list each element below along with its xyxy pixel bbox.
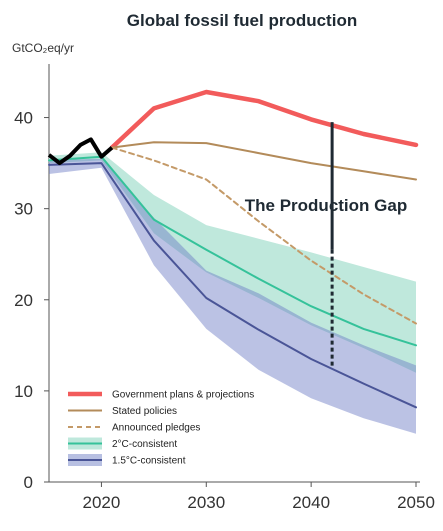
y-tick-label: 10 <box>14 382 33 401</box>
chart-title: Global fossil fuel production <box>127 11 357 30</box>
line-stated-policies <box>110 141 417 181</box>
y-tick-label: 30 <box>14 200 33 219</box>
legend-label: 2°C-consistent <box>112 439 177 450</box>
line-historical <box>47 137 114 166</box>
line-government-plans <box>109 89 419 150</box>
line-1-5c-consistent <box>48 162 417 409</box>
y-tick-label: 0 <box>24 473 33 492</box>
y-tick-label: 20 <box>14 291 33 310</box>
y-axis-unit-label: GtCO₂eq/yr <box>12 41 74 55</box>
x-tick-label: 2030 <box>187 493 225 512</box>
band-2c <box>49 152 416 373</box>
x-tick-label: 2040 <box>292 493 330 512</box>
legend-label: Stated policies <box>112 406 177 417</box>
line-announced-pledges <box>110 146 417 325</box>
x-tick-label: 2050 <box>397 493 435 512</box>
y-tick-label: 40 <box>14 109 33 128</box>
line-2c-consistent <box>48 155 417 347</box>
legend-label: 1.5°C-consistent <box>112 456 186 467</box>
legend-label: Announced pledges <box>112 423 200 434</box>
legend-label: Government plans & projections <box>112 390 254 401</box>
x-tick-label: 2020 <box>83 493 121 512</box>
production-gap-label: The Production Gap <box>245 196 407 215</box>
